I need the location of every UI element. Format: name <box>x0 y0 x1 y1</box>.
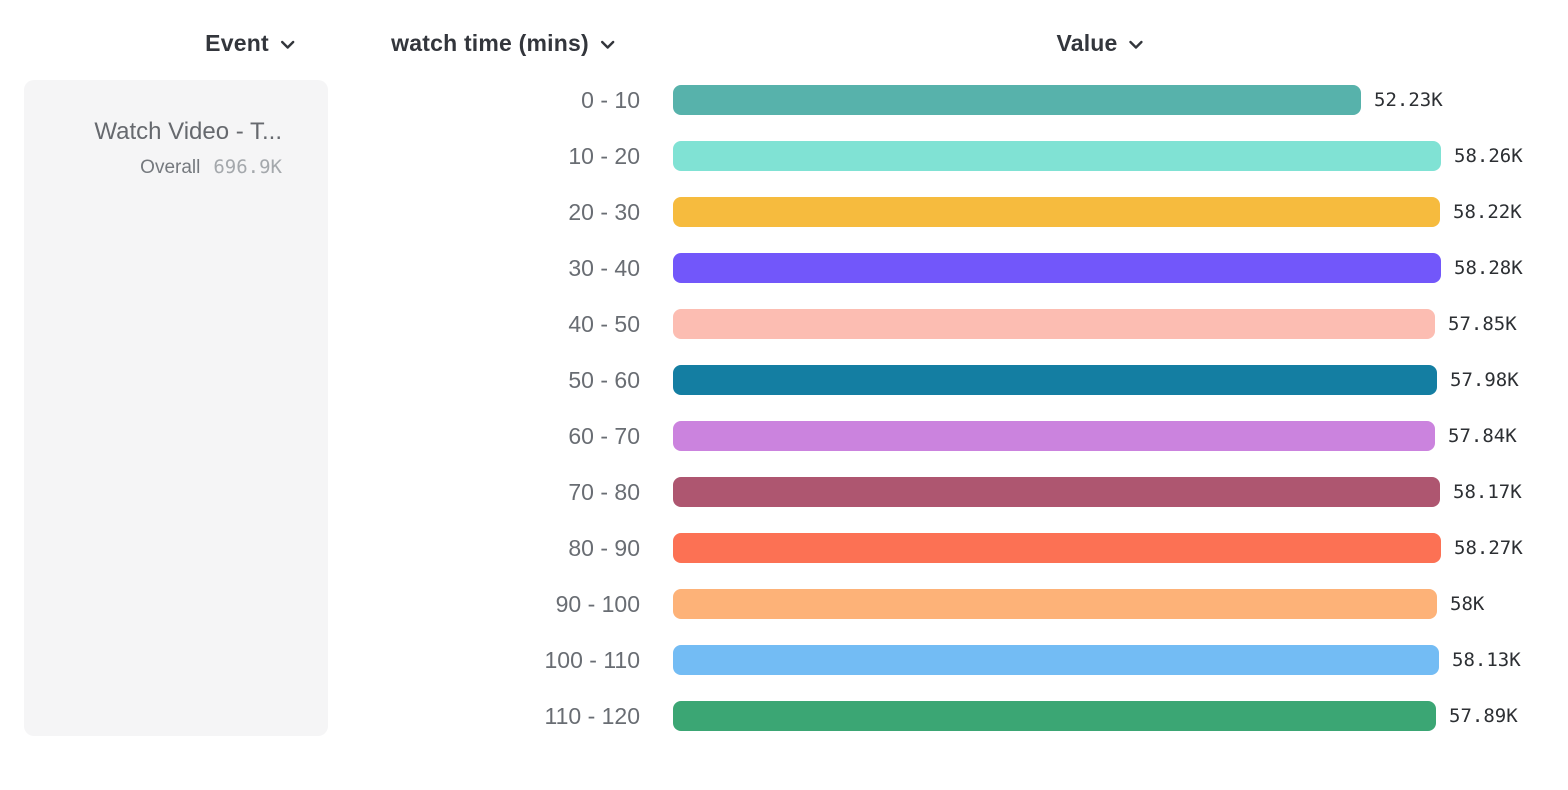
category-label: 90 - 100 <box>555 591 640 617</box>
event-overall-row: Overall 696.9K <box>44 156 282 179</box>
category-label: 110 - 120 <box>544 703 640 729</box>
value-label: 57.89K <box>1449 705 1518 727</box>
value-label: 58.17K <box>1453 481 1522 503</box>
chart-row: 110 - 120 57.89K <box>0 701 1568 731</box>
value-label: 57.98K <box>1450 369 1519 391</box>
value-label: 58.26K <box>1454 145 1523 167</box>
bar[interactable] <box>673 253 1441 283</box>
chart-row: 100 - 110 58.13K <box>0 645 1568 675</box>
chart-row: 70 - 80 58.17K <box>0 477 1568 507</box>
bar[interactable] <box>673 421 1435 451</box>
chart-row: 90 - 100 58K <box>0 589 1568 619</box>
bar[interactable] <box>673 141 1441 171</box>
chart-row: 60 - 70 57.84K <box>0 421 1568 451</box>
bar[interactable] <box>673 589 1437 619</box>
column-header-value-label: Value <box>1056 29 1118 56</box>
chart-row: 80 - 90 58.27K <box>0 533 1568 563</box>
category-label: 0 - 10 <box>581 87 640 113</box>
chart-row: 10 - 20 58.26K <box>0 141 1568 171</box>
bar[interactable] <box>673 533 1441 563</box>
value-label: 58.28K <box>1454 257 1523 279</box>
column-header-event-label: Event <box>205 29 269 56</box>
value-label: 58K <box>1450 593 1485 615</box>
column-header-watch-time[interactable]: watch time (mins) <box>391 27 615 59</box>
event-title: Watch Video - T... <box>94 118 282 145</box>
category-label: 50 - 60 <box>568 367 640 393</box>
category-label: 30 - 40 <box>568 255 640 281</box>
category-label: 40 - 50 <box>568 311 640 337</box>
bar[interactable] <box>673 477 1440 507</box>
bar[interactable] <box>673 645 1439 675</box>
value-label: 57.84K <box>1448 425 1517 447</box>
chevron-down-icon <box>600 40 615 50</box>
overall-label: Overall <box>140 157 201 178</box>
value-label: 52.23K <box>1374 89 1443 111</box>
chevron-down-icon <box>1129 40 1144 50</box>
bar-chart: 0 - 10 52.23K 10 - 20 58.26K 20 - 30 58.… <box>0 85 1568 765</box>
value-label: 58.22K <box>1453 201 1522 223</box>
value-label: 58.27K <box>1454 537 1523 559</box>
chart-row: 0 - 10 52.23K <box>0 85 1568 115</box>
value-label: 57.85K <box>1448 313 1517 335</box>
category-label: 70 - 80 <box>568 479 640 505</box>
bar[interactable] <box>673 309 1435 339</box>
bar[interactable] <box>673 197 1440 227</box>
column-header-value[interactable]: Value <box>1056 27 1143 59</box>
bar[interactable] <box>673 85 1361 115</box>
column-header-watch-time-label: watch time (mins) <box>391 29 589 56</box>
value-label: 58.13K <box>1452 649 1521 671</box>
chart-row: 30 - 40 58.28K <box>0 253 1568 283</box>
overall-value: 696.9K <box>213 156 282 178</box>
category-label: 60 - 70 <box>568 423 640 449</box>
category-label: 100 - 110 <box>544 647 640 673</box>
chart-row: 50 - 60 57.98K <box>0 365 1568 395</box>
category-label: 20 - 30 <box>568 199 640 225</box>
bar[interactable] <box>673 701 1436 731</box>
chart-row: 40 - 50 57.85K <box>0 309 1568 339</box>
category-label: 10 - 20 <box>568 143 640 169</box>
chevron-down-icon <box>280 40 295 50</box>
bar[interactable] <box>673 365 1437 395</box>
event-legend-card[interactable]: Watch Video - T... Overall 696.9K <box>24 80 328 736</box>
category-label: 80 - 90 <box>568 535 640 561</box>
column-header-event[interactable]: Event <box>205 27 295 59</box>
chart-row: 20 - 30 58.22K <box>0 197 1568 227</box>
